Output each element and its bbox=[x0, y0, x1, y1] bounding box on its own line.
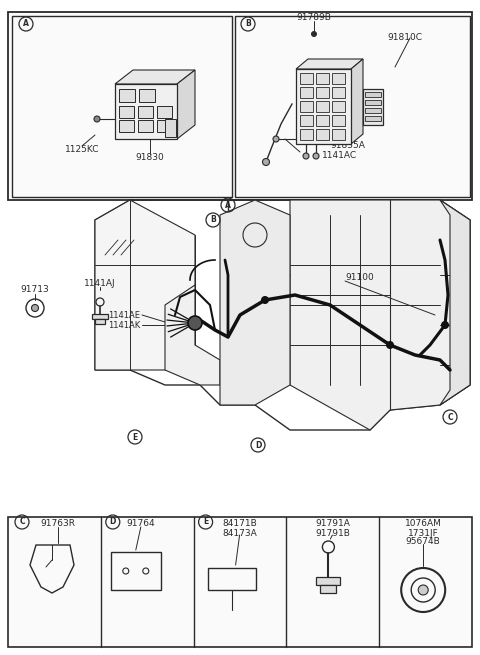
Polygon shape bbox=[351, 59, 363, 144]
Text: D: D bbox=[109, 517, 116, 527]
Bar bbox=[332, 101, 345, 112]
Circle shape bbox=[303, 153, 309, 159]
Bar bbox=[207, 568, 255, 590]
Text: 84173A: 84173A bbox=[222, 529, 257, 538]
Text: 91713: 91713 bbox=[21, 286, 49, 295]
Text: 1076AM: 1076AM bbox=[405, 519, 442, 529]
Circle shape bbox=[94, 116, 100, 122]
Bar bbox=[332, 87, 345, 98]
Bar bbox=[12, 16, 232, 197]
Polygon shape bbox=[115, 70, 195, 84]
Bar bbox=[365, 92, 381, 97]
Text: B: B bbox=[210, 215, 216, 225]
Text: 1141AJ: 1141AJ bbox=[84, 278, 116, 288]
Bar bbox=[157, 106, 172, 118]
Circle shape bbox=[313, 153, 319, 159]
Bar bbox=[365, 108, 381, 113]
Text: 91763R: 91763R bbox=[40, 519, 75, 529]
Text: 1731JF: 1731JF bbox=[408, 529, 439, 538]
Text: A: A bbox=[225, 200, 231, 210]
Bar bbox=[316, 87, 329, 98]
Bar bbox=[300, 101, 313, 112]
Bar bbox=[332, 129, 345, 140]
Bar bbox=[316, 129, 329, 140]
Text: 91100: 91100 bbox=[345, 272, 374, 282]
Polygon shape bbox=[95, 200, 195, 370]
Bar bbox=[300, 73, 313, 84]
Polygon shape bbox=[296, 59, 363, 69]
Text: 91791B: 91791B bbox=[315, 529, 350, 538]
Bar bbox=[119, 106, 134, 118]
Text: B: B bbox=[245, 20, 251, 29]
Circle shape bbox=[386, 341, 394, 348]
Bar bbox=[95, 319, 105, 324]
Bar bbox=[321, 585, 336, 593]
Polygon shape bbox=[220, 200, 290, 405]
Circle shape bbox=[188, 316, 202, 330]
Text: 84171B: 84171B bbox=[222, 519, 257, 529]
Text: 91830: 91830 bbox=[136, 153, 164, 162]
Text: 1125KC: 1125KC bbox=[65, 145, 99, 155]
Text: 95674B: 95674B bbox=[406, 538, 441, 546]
Text: 91789B: 91789B bbox=[297, 14, 331, 22]
Bar bbox=[316, 73, 329, 84]
Bar bbox=[8, 517, 472, 647]
Circle shape bbox=[418, 585, 428, 595]
Bar bbox=[139, 89, 155, 102]
Text: C: C bbox=[19, 517, 25, 527]
Bar bbox=[296, 69, 351, 144]
Bar bbox=[138, 120, 153, 132]
Circle shape bbox=[262, 297, 268, 303]
Polygon shape bbox=[440, 200, 470, 405]
Circle shape bbox=[312, 31, 316, 37]
Text: D: D bbox=[255, 441, 261, 449]
Text: 91791A: 91791A bbox=[315, 519, 350, 529]
Text: 1141AK: 1141AK bbox=[108, 320, 140, 329]
Bar bbox=[115, 84, 177, 139]
Text: 1141AE: 1141AE bbox=[108, 310, 140, 320]
Bar bbox=[92, 314, 108, 319]
Bar bbox=[235, 16, 470, 197]
Polygon shape bbox=[290, 200, 470, 430]
Bar bbox=[316, 101, 329, 112]
Polygon shape bbox=[165, 285, 220, 385]
Bar bbox=[365, 116, 381, 121]
Bar bbox=[300, 87, 313, 98]
Text: A: A bbox=[23, 20, 29, 29]
Bar bbox=[8, 12, 472, 200]
Text: 91810C: 91810C bbox=[387, 33, 422, 43]
Bar bbox=[157, 120, 172, 132]
Bar bbox=[332, 73, 345, 84]
Bar bbox=[316, 577, 340, 585]
Bar bbox=[165, 119, 176, 137]
Circle shape bbox=[32, 305, 38, 312]
Bar bbox=[300, 129, 313, 140]
Circle shape bbox=[442, 322, 448, 329]
Bar bbox=[316, 115, 329, 126]
Bar bbox=[300, 115, 313, 126]
Bar bbox=[111, 552, 161, 590]
Circle shape bbox=[263, 159, 269, 166]
Bar bbox=[332, 115, 345, 126]
Circle shape bbox=[273, 136, 279, 142]
Text: E: E bbox=[132, 432, 138, 441]
Bar bbox=[138, 106, 153, 118]
Bar bbox=[363, 89, 383, 125]
Polygon shape bbox=[177, 70, 195, 139]
Bar bbox=[365, 100, 381, 105]
Bar bbox=[119, 120, 134, 132]
Text: E: E bbox=[203, 517, 208, 527]
Text: C: C bbox=[447, 413, 453, 422]
Text: 91835A: 91835A bbox=[331, 141, 365, 149]
Text: 91764: 91764 bbox=[127, 519, 155, 529]
Text: 1141AC: 1141AC bbox=[323, 151, 358, 160]
Bar bbox=[119, 89, 135, 102]
